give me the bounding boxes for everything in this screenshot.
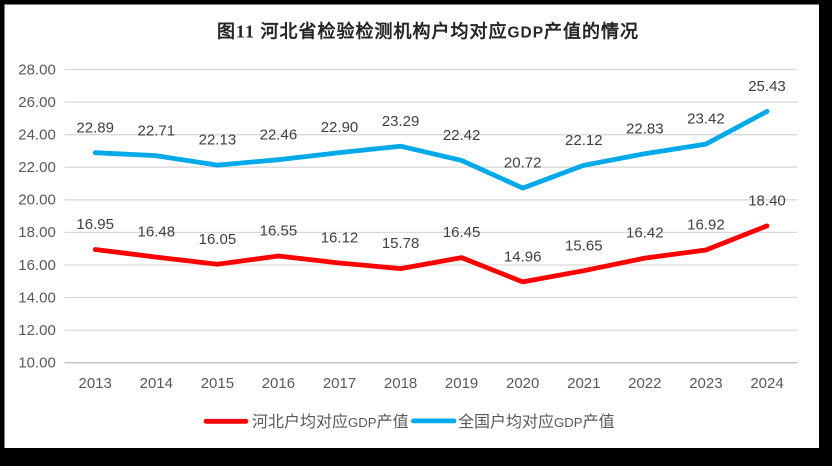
- svg-text:22.12: 22.12: [565, 132, 603, 149]
- svg-text:24.00: 24.00: [18, 127, 56, 144]
- svg-text:16.55: 16.55: [260, 223, 298, 240]
- svg-text:20.72: 20.72: [504, 155, 542, 172]
- svg-text:15.65: 15.65: [565, 237, 603, 254]
- svg-text:22.83: 22.83: [626, 120, 664, 137]
- svg-text:图11 河北省检验检测机构户均对应GDP产值的情况: 图11 河北省检验检测机构户均对应GDP产值的情况: [217, 20, 639, 41]
- svg-text:22.00: 22.00: [18, 159, 56, 176]
- svg-text:全国户均对应GDP产值: 全国户均对应GDP产值: [458, 412, 615, 431]
- svg-text:25.43: 25.43: [748, 78, 786, 95]
- svg-text:2016: 2016: [262, 375, 295, 392]
- svg-text:22.46: 22.46: [260, 126, 298, 143]
- svg-text:23.42: 23.42: [687, 111, 725, 128]
- svg-text:2019: 2019: [445, 375, 478, 392]
- svg-text:2015: 2015: [201, 375, 234, 392]
- svg-text:2023: 2023: [689, 375, 722, 392]
- svg-text:22.42: 22.42: [443, 127, 481, 144]
- svg-text:16.42: 16.42: [626, 225, 664, 242]
- svg-text:18.40: 18.40: [748, 193, 786, 210]
- svg-text:16.92: 16.92: [687, 217, 725, 234]
- svg-text:22.13: 22.13: [199, 132, 237, 149]
- svg-text:16.00: 16.00: [18, 257, 56, 274]
- svg-text:2017: 2017: [323, 375, 356, 392]
- svg-text:14.96: 14.96: [504, 249, 542, 266]
- svg-text:28.00: 28.00: [18, 61, 56, 78]
- svg-text:20.00: 20.00: [18, 192, 56, 209]
- svg-text:10.00: 10.00: [18, 355, 56, 372]
- svg-text:26.00: 26.00: [18, 94, 56, 111]
- svg-text:15.78: 15.78: [382, 235, 420, 252]
- svg-text:22.71: 22.71: [138, 122, 176, 139]
- svg-text:18.00: 18.00: [18, 224, 56, 241]
- svg-text:16.12: 16.12: [321, 230, 359, 247]
- svg-text:2020: 2020: [506, 375, 539, 392]
- svg-text:16.95: 16.95: [76, 216, 114, 233]
- svg-text:16.05: 16.05: [199, 231, 237, 248]
- svg-text:14.00: 14.00: [18, 289, 56, 306]
- svg-text:22.89: 22.89: [76, 119, 114, 136]
- svg-text:22.90: 22.90: [321, 119, 359, 136]
- svg-text:2014: 2014: [140, 375, 173, 392]
- svg-text:2024: 2024: [750, 375, 783, 392]
- svg-text:2022: 2022: [628, 375, 661, 392]
- svg-text:12.00: 12.00: [18, 322, 56, 339]
- svg-text:2021: 2021: [567, 375, 600, 392]
- svg-text:16.45: 16.45: [443, 224, 481, 241]
- svg-text:2013: 2013: [79, 375, 112, 392]
- svg-text:2018: 2018: [384, 375, 417, 392]
- svg-text:23.29: 23.29: [382, 113, 420, 130]
- svg-text:河北户均对应GDP产值: 河北户均对应GDP产值: [252, 412, 409, 431]
- svg-text:16.48: 16.48: [138, 224, 176, 241]
